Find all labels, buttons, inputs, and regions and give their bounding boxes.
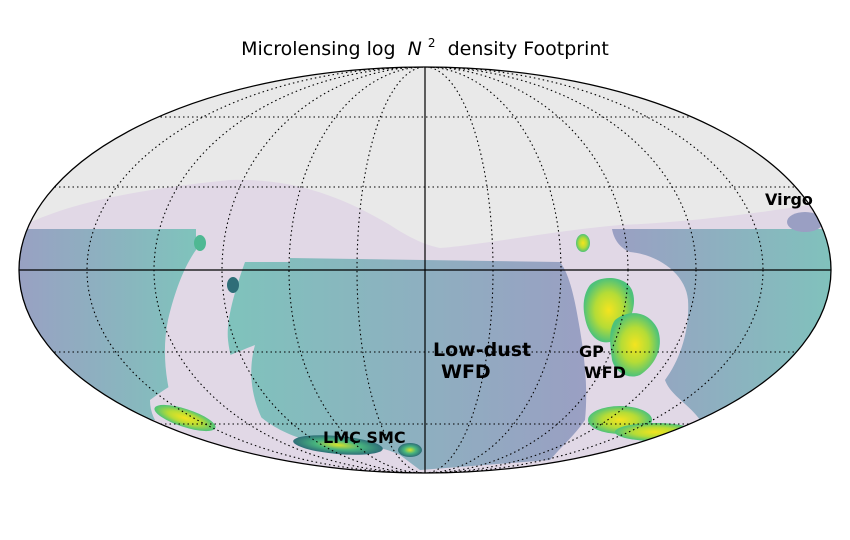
left-spot-lower bbox=[227, 277, 239, 293]
lmc-cloud bbox=[293, 435, 383, 455]
virgo-bump bbox=[787, 212, 823, 232]
wfd-central-region bbox=[227, 258, 587, 470]
title-symbol: N bbox=[408, 38, 422, 60]
title-suffix: density Footprint bbox=[448, 38, 609, 60]
gp-hotspot-lower bbox=[610, 313, 660, 377]
left-spot-upper bbox=[194, 235, 206, 251]
label-low-dust: Low-dust bbox=[433, 339, 531, 361]
map-outline bbox=[18, 66, 832, 474]
label-virgo: Virgo bbox=[765, 190, 813, 209]
label-gp: GP bbox=[579, 342, 604, 361]
label-low-dust-wfd: WFD bbox=[441, 361, 491, 383]
title-exponent: 2 bbox=[428, 36, 436, 50]
smc-cloud bbox=[398, 443, 422, 457]
label-lmc-smc: LMC SMC bbox=[323, 428, 406, 447]
title-prefix: Microlensing log bbox=[241, 38, 395, 60]
gp-hotspot-bottom-right bbox=[615, 423, 695, 441]
map-title: Microlensing log N 2 density Footprint bbox=[241, 30, 609, 60]
gp-hotspot-small bbox=[576, 234, 590, 252]
label-gp-wfd: WFD bbox=[584, 363, 626, 382]
lower-left-streak bbox=[154, 404, 216, 432]
